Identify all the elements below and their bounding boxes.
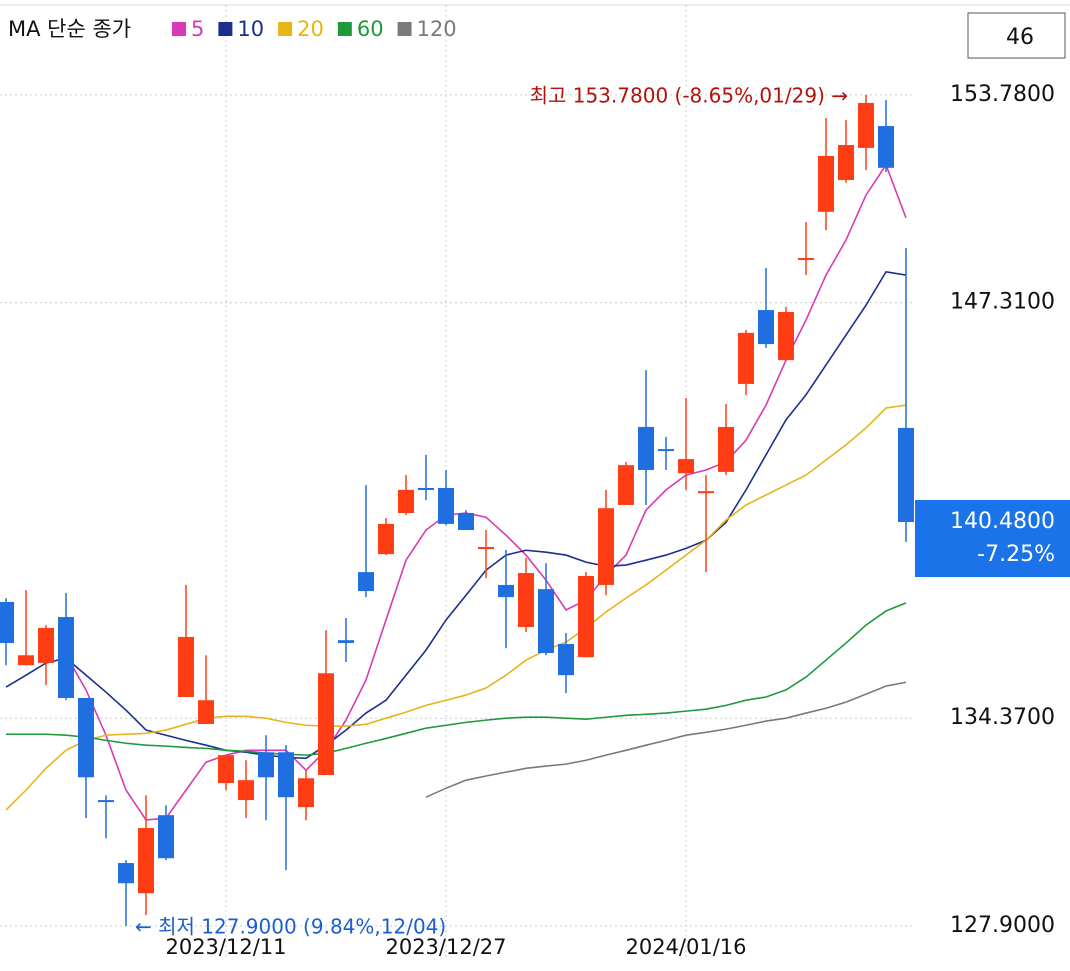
ma-line: [5, 404, 907, 811]
candle-body: [198, 700, 214, 724]
legend-label: 10: [237, 17, 264, 41]
candle-body: [378, 523, 394, 555]
candle-body: [818, 155, 834, 212]
candle-body: [158, 815, 174, 859]
candle-body: [418, 487, 434, 490]
legend-label: 20: [297, 17, 324, 41]
candle-body: [878, 126, 894, 168]
high-annotation: 최고 153.7800 (-8.65%,01/29) →: [530, 84, 848, 108]
x-tick-label: 2023/12/11: [165, 935, 286, 959]
candle-body: [518, 573, 534, 628]
candle-body: [778, 311, 794, 361]
candle-body: [898, 427, 914, 522]
candle-body: [578, 575, 594, 658]
last-price: 140.4800: [950, 509, 1055, 534]
candles: [0, 94, 914, 926]
candle-body: [318, 673, 334, 776]
candle-body: [258, 752, 274, 778]
last-price-box: [915, 500, 1070, 577]
candle-body: [478, 547, 494, 550]
legend-swatch: [337, 22, 352, 36]
candle-body: [838, 145, 854, 181]
candle-body: [138, 828, 154, 894]
candle-body: [458, 513, 474, 531]
legend-swatch: [278, 22, 293, 36]
grid: [0, 5, 915, 960]
legend-swatch: [397, 22, 412, 36]
ma-line: [6, 602, 907, 756]
moving-averages: [5, 163, 907, 821]
y-tick-label: 147.3100: [950, 290, 1055, 315]
candle-body: [398, 489, 414, 514]
candle-body: [638, 426, 654, 470]
low-annotation: ← 최저 127.9000 (9.84%,12/04): [135, 915, 446, 939]
candle-body: [718, 426, 734, 472]
x-tick-label: 2023/12/27: [385, 935, 506, 959]
period-count: 46: [1006, 25, 1034, 50]
period-box[interactable]: [967, 12, 1066, 59]
legend-swatch: [218, 22, 233, 36]
y-tick-label: 153.7800: [950, 82, 1055, 107]
candle-body: [278, 752, 294, 798]
x-tick-label: 2024/01/16: [625, 935, 746, 959]
last-change: -7.25%: [977, 542, 1055, 567]
candle-body: [338, 640, 354, 644]
candle-body: [218, 755, 234, 784]
candle-body: [58, 617, 74, 698]
legend-swatch: [172, 22, 186, 36]
candle-body: [38, 627, 54, 663]
candle-body: [618, 465, 634, 505]
candle-body: [738, 332, 754, 384]
candle-body: [118, 863, 134, 884]
candle-body: [0, 601, 14, 644]
candle-body: [498, 584, 514, 598]
chart-title: MA 단순 종가: [8, 17, 131, 41]
candle-body: [78, 697, 94, 778]
candle-body: [678, 459, 694, 474]
ma-line: [5, 270, 907, 760]
candle-body: [658, 449, 674, 452]
legend-label: 60: [357, 17, 384, 41]
candle-body: [358, 572, 374, 592]
candle-body: [298, 778, 314, 808]
legend-label: 5: [191, 17, 204, 41]
candle-body: [438, 487, 454, 524]
candle-body: [858, 102, 874, 148]
ma-line: [65, 163, 907, 821]
candle-body: [18, 655, 34, 666]
candle-body: [178, 636, 194, 698]
candle-body: [538, 589, 554, 654]
candle-body: [798, 258, 814, 261]
candle-body: [758, 310, 774, 345]
candle-body: [558, 644, 574, 676]
candle-body: [238, 780, 254, 801]
candle-body: [598, 508, 614, 585]
legend-label: 120: [417, 17, 457, 41]
candle-body: [98, 800, 114, 803]
y-tick-label: 127.9000: [950, 913, 1055, 938]
y-tick-label: 134.3700: [950, 705, 1055, 730]
ma-line: [425, 681, 907, 798]
candle-body: [698, 491, 714, 494]
